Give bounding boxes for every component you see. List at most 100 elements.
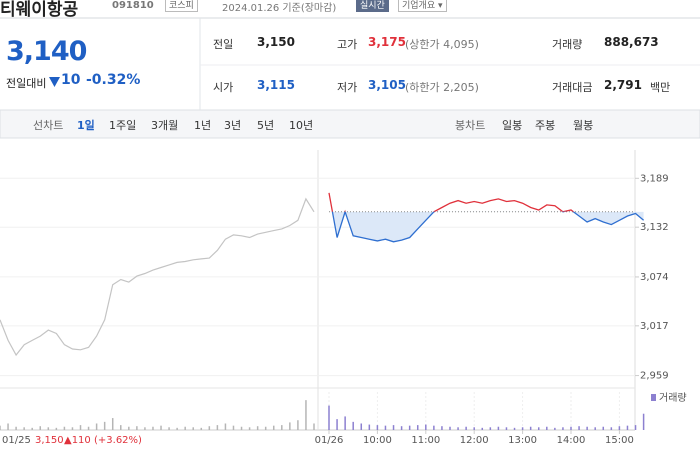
- down-icon: [49, 77, 60, 87]
- volume-bar: [376, 425, 379, 430]
- company-button[interactable]: 기업개요 ▾: [398, 0, 447, 12]
- period-tab[interactable]: 1일: [77, 119, 95, 132]
- realtime-button[interactable]: 실시간: [356, 0, 389, 12]
- market-badge: 코스피: [165, 0, 198, 12]
- volume-bar: [425, 424, 427, 430]
- volume-bar: [128, 426, 130, 430]
- period-tab[interactable]: 3개월: [151, 119, 179, 132]
- info-label: 시가: [213, 81, 234, 94]
- volume-bar: [0, 425, 1, 430]
- x-tick-label: 15:00: [605, 435, 634, 446]
- volume-bar: [465, 426, 467, 430]
- period-tab[interactable]: 5년: [257, 119, 275, 132]
- volume-bar: [103, 421, 106, 430]
- x-tick-label: 10:00: [363, 435, 392, 446]
- y-tick-label: 3,017: [640, 321, 669, 332]
- volume-bar: [328, 405, 330, 430]
- volume-bar: [47, 427, 50, 430]
- stock-name: 티웨이항공: [0, 0, 79, 20]
- volume-bar: [168, 427, 170, 430]
- volume-bar: [570, 426, 572, 430]
- volume-bar: [192, 427, 194, 430]
- period-tab[interactable]: 3년: [224, 119, 242, 132]
- volume-bar: [281, 425, 283, 430]
- info-note: (하한가 2,205): [405, 81, 479, 94]
- change-rate: -0.32%: [86, 72, 141, 88]
- volume-bar: [224, 423, 227, 430]
- volume-bar: [562, 427, 564, 430]
- volume-bar: [63, 426, 66, 430]
- volume-bar: [39, 426, 42, 430]
- volume-bar: [618, 426, 621, 430]
- info-value: 3,175: [368, 35, 406, 49]
- volume-bar: [497, 426, 500, 430]
- company-label: 기업개요: [402, 1, 436, 11]
- volume-bar: [344, 416, 346, 430]
- volume-bar: [297, 420, 299, 430]
- info-note: (상한가 4,095): [405, 38, 479, 51]
- info-label: 전일: [213, 38, 234, 51]
- y-tick-label: 3,189: [640, 173, 669, 184]
- volume-bar: [200, 427, 203, 430]
- volume-legend-swatch: [651, 394, 656, 401]
- volume-bar: [232, 425, 235, 430]
- info-label: 거래량: [552, 38, 583, 51]
- candle-tab[interactable]: 월봉: [573, 119, 594, 132]
- volume-bar: [55, 427, 58, 430]
- volume-bar: [481, 427, 484, 430]
- down-triangle: [49, 77, 60, 87]
- candle-tab[interactable]: 주봉: [535, 119, 556, 132]
- below-area: [329, 211, 644, 242]
- volume-bar: [272, 425, 275, 430]
- volume-bar: [441, 426, 443, 430]
- volume-bar: [313, 423, 315, 430]
- info-label: 거래대금: [552, 81, 593, 94]
- volume-bar: [473, 427, 475, 430]
- info-value: 2,791: [604, 78, 642, 92]
- volume-bar: [594, 427, 596, 430]
- price: 3,140: [6, 36, 87, 67]
- volume-legend: 거래량: [659, 392, 687, 404]
- volume-bar: [433, 425, 435, 430]
- date: 2024.01.26 기준(장마감): [222, 3, 337, 14]
- stock-code: 091810: [112, 0, 154, 11]
- volume-bar: [634, 425, 637, 430]
- x-tick-label: 14:00: [557, 435, 586, 446]
- volume-bar: [602, 426, 605, 430]
- y-tick-label: 3,074: [640, 272, 669, 283]
- y-tick-label: 2,959: [640, 371, 669, 382]
- volume-bar: [7, 423, 9, 430]
- price-line-down: [331, 211, 645, 243]
- volume-bar: [176, 427, 178, 430]
- volume-bar: [95, 423, 98, 430]
- price-line-prev: [0, 197, 315, 357]
- volume-bar: [610, 427, 613, 430]
- volume-bar: [87, 426, 90, 430]
- volume-bar: [264, 426, 267, 430]
- volume-bar: [352, 421, 354, 430]
- tab-bar: [0, 109, 700, 139]
- volume-bar: [248, 427, 251, 430]
- volume-bar: [256, 426, 259, 430]
- candle-tab[interactable]: 일봉: [502, 119, 523, 132]
- volume-bar: [449, 426, 451, 430]
- info-value: 3,115: [257, 78, 295, 92]
- volume-bar: [120, 425, 122, 430]
- volume-bar: [216, 425, 219, 430]
- volume-bar: [79, 425, 82, 430]
- volume-bar: [71, 427, 74, 430]
- volume-bar: [626, 425, 629, 430]
- info-value: 3,105: [368, 78, 406, 92]
- volume-bar: [408, 425, 411, 430]
- volume-bar: [15, 426, 17, 430]
- period-tab[interactable]: 10년: [289, 119, 314, 132]
- prev-date: 01/25: [2, 435, 31, 446]
- x-tick-label: 11:00: [411, 435, 440, 446]
- x-tick-label: 12:00: [460, 435, 489, 446]
- price-line-up: [328, 192, 575, 212]
- period-tab[interactable]: 1주일: [109, 119, 137, 132]
- period-tab[interactable]: 1년: [194, 119, 212, 132]
- info-label: 고가: [337, 38, 358, 51]
- volume-bar: [368, 424, 371, 430]
